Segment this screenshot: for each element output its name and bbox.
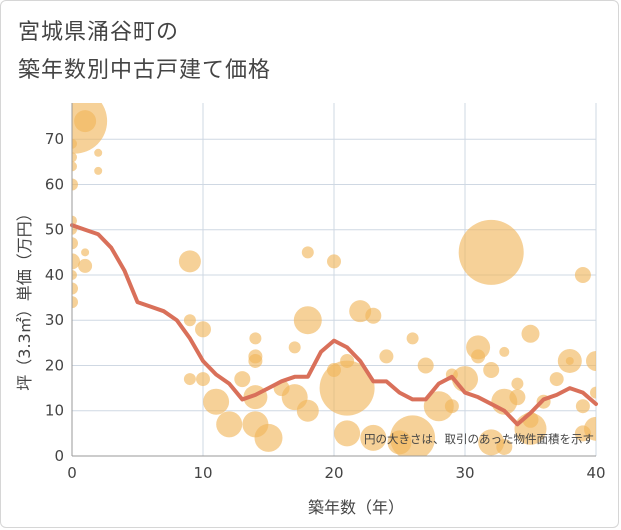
bubble-point: [549, 372, 564, 387]
bubble-point: [390, 415, 436, 456]
x-tick-label: 10: [193, 464, 212, 482]
bubble-point: [94, 166, 103, 175]
bubble-point: [406, 332, 419, 345]
bubble-point: [509, 389, 526, 406]
bubble-point: [511, 377, 524, 390]
bubble-point: [72, 269, 77, 280]
bubbles: [72, 103, 596, 456]
y-tick-label: 70: [45, 130, 64, 148]
bubble-point: [249, 332, 262, 345]
bubble-point: [586, 350, 596, 371]
bubble-point: [444, 399, 459, 414]
bubble-point: [423, 391, 454, 422]
y-tick-label: 50: [45, 221, 64, 239]
bubble-point: [248, 353, 263, 368]
bubble-point: [183, 314, 196, 327]
y-tick-label: 0: [54, 447, 64, 465]
y-tick-label: 20: [45, 356, 64, 374]
bubble-point: [575, 399, 590, 414]
trend-line: [70, 223, 598, 427]
bubble-point: [334, 420, 361, 447]
bubble-point: [72, 253, 80, 270]
y-tick-label: 60: [45, 175, 64, 193]
bubble-point: [178, 250, 201, 273]
bubble-point: [319, 360, 375, 416]
bubble-point: [360, 424, 387, 451]
bubble-point: [590, 386, 596, 399]
bubble-point: [379, 349, 394, 364]
bubble-point: [234, 371, 251, 388]
x-tick-label: 40: [586, 464, 605, 482]
size-note: 円の大きさは、取引のあった物件面積を示す: [364, 432, 594, 446]
bubble-point: [565, 356, 574, 365]
bubble-point: [483, 362, 500, 379]
bubble-point: [496, 438, 513, 455]
bubble-point: [417, 357, 434, 374]
y-tick-label: 30: [45, 311, 64, 329]
y-axis-label: 坪（3.3㎡）単価（万円）: [15, 205, 34, 390]
bubble-point: [458, 219, 524, 285]
bubble-point: [521, 324, 540, 343]
y-tick-label: 10: [45, 402, 64, 420]
bubble-point: [72, 237, 78, 250]
chart-title-line1: 宮城県涌谷町の: [18, 20, 180, 45]
bubble-point: [499, 346, 510, 357]
bubble-point: [288, 341, 301, 354]
y-tick-label: 40: [45, 266, 64, 284]
bubble-point: [471, 349, 486, 364]
x-tick-label: 20: [324, 464, 343, 482]
bubble-point: [196, 372, 210, 387]
bubble-point: [254, 423, 283, 452]
bubble-point: [72, 215, 77, 226]
x-tick-label: 30: [455, 464, 474, 482]
bubble-point: [72, 161, 77, 172]
x-axis-label: 築年数（年）: [308, 498, 404, 517]
average-price-line: [70, 223, 598, 427]
axes: 0 10 20 30 40 50 60 70 0 10 20 30 40: [45, 103, 606, 482]
bubble-point: [574, 266, 591, 283]
bubble-point: [74, 110, 97, 133]
bubble-point: [81, 248, 90, 257]
bubble-point: [584, 416, 596, 441]
bubble-point: [94, 148, 103, 157]
chart-title-line2: 築年数別中古戸建て価格: [18, 58, 272, 83]
bubble-point: [72, 152, 77, 163]
bubble-point: [203, 388, 230, 415]
bubble-point: [296, 399, 319, 422]
bubble-point: [78, 258, 93, 273]
x-tick-label: 0: [67, 464, 77, 482]
bubble-point: [72, 138, 77, 149]
bubble-point: [327, 254, 341, 269]
bubble-point: [72, 282, 78, 295]
bubble-point: [293, 306, 322, 335]
bubble-point: [72, 178, 78, 191]
bubble-point: [183, 373, 196, 386]
bubble-point: [72, 296, 78, 309]
bubble-point: [216, 411, 243, 438]
bubble-point: [301, 246, 314, 259]
bubble-point: [365, 307, 382, 324]
bubble-point: [195, 321, 211, 338]
